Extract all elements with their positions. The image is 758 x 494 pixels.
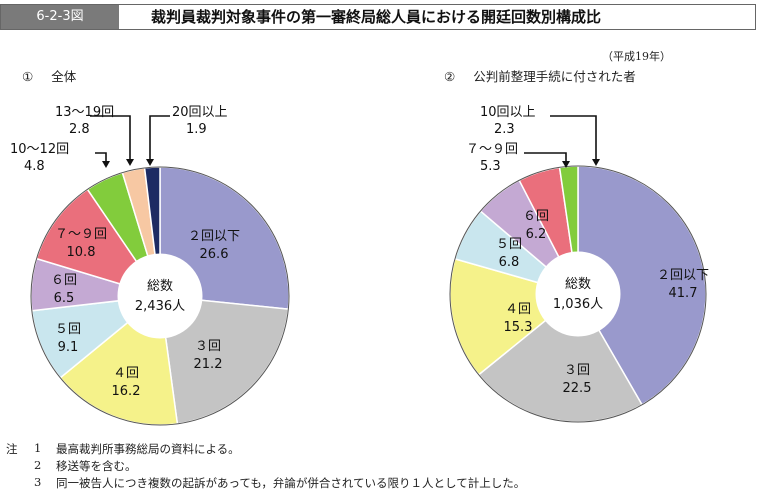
chart1-label-1: ３回 — [195, 339, 221, 354]
chart2-arrow-5 — [562, 161, 570, 168]
year-label: （平成19年） — [602, 50, 671, 63]
note-2-num: 2 — [34, 458, 42, 472]
chart1-value-4: 6.5 — [54, 291, 75, 306]
chart2-number: ② — [444, 69, 456, 84]
pie-chart-pretrial: 総数 1,036人 ２回以下 41.7 ３回 22.5 ４回 15.3 ５回 6.8 ６回 6.2 ７～… — [449, 105, 709, 423]
chart1-value-8: 1.9 — [186, 122, 207, 137]
chart1-label-4: ６回 — [51, 273, 77, 288]
chart2-leader-6 — [550, 115, 597, 164]
chart2-label-4: ６回 — [523, 209, 549, 224]
chart2-label-6: 10回以上 — [480, 105, 536, 120]
chart1-number: ① — [22, 69, 34, 84]
chart1-label-6: 10～12回 — [10, 142, 69, 157]
figure-id: 6-2-3図 — [1, 5, 119, 29]
chart2-center-hole — [535, 251, 621, 337]
chart1-subtitle: ① 全体 — [22, 66, 76, 85]
chart2-value-1: 22.5 — [563, 381, 592, 396]
figure-title: 裁判員裁判対象事件の第一審終局総人員における開廷回数別構成比 — [151, 8, 602, 26]
chart1-arrow-8 — [146, 159, 154, 166]
chart2-value-5: 5.3 — [480, 159, 501, 174]
chart1-leader-7 — [90, 115, 131, 164]
chart2-label-2: ４回 — [505, 302, 531, 317]
chart2-arrow-6 — [592, 159, 600, 166]
chart2-value-6: 2.3 — [494, 122, 515, 137]
chart2-value-3: 6.8 — [499, 255, 520, 270]
chart1-label-7: 13～19回 — [55, 105, 114, 120]
chart2-label-3: ５回 — [496, 237, 522, 252]
chart1-label-0: ２回以下 — [188, 229, 240, 244]
note-3-text: 同一被告人につき複数の起訴があっても，弁論が併合されている限り１人として計上した… — [56, 476, 526, 490]
chart1-center-hole — [117, 253, 203, 339]
chart1-label: 全体 — [51, 69, 77, 84]
chart1-value-5: 10.8 — [67, 245, 96, 260]
notes-prefix: 注 — [6, 442, 18, 456]
chart1-label-8: 20回以上 — [172, 105, 228, 120]
chart2-label-0: ２回以下 — [657, 268, 709, 283]
chart2-subtitle: ② 公判前整理手続に付された者 — [444, 66, 636, 85]
chart2-center-label: 総数 — [565, 277, 591, 292]
note-2-text: 移送等を含む。 — [56, 459, 137, 473]
chart1-value-0: 26.6 — [200, 247, 229, 262]
chart1-value-7: 2.8 — [69, 122, 90, 137]
chart1-label-2: ４回 — [113, 366, 139, 381]
note-1-num: 1 — [34, 441, 42, 455]
chart1-outline — [30, 166, 290, 426]
note-3-num: 3 — [34, 475, 42, 489]
note-1-text: 最高裁判所事務総局の資料による。 — [56, 442, 240, 456]
chart1-arrow-7 — [126, 159, 134, 166]
chart1-value-1: 21.2 — [194, 357, 223, 372]
chart2-outline — [449, 165, 707, 423]
pie-chart-overall: 総数 2,436人 ２回以下 26.6 ３回 21.2 ４回 16.2 ５回 9.1 ６回 6.5 ７～… — [10, 105, 290, 426]
chart2-leader-5 — [524, 152, 567, 166]
chart2-value-4: 6.2 — [526, 227, 547, 242]
chart2-label-1: ３回 — [564, 363, 590, 378]
chart2-value-0: 41.7 — [669, 286, 698, 301]
chart1-label-3: ５回 — [55, 322, 81, 337]
chart1-center-total: 2,436人 — [135, 299, 185, 314]
chart2-value-2: 15.3 — [504, 320, 533, 335]
chart1-value-6: 4.8 — [24, 159, 45, 174]
chart2-label-5: ７～９回 — [466, 142, 518, 157]
figure-header: 6-2-3図 裁判員裁判対象事件の第一審終局総人員における開廷回数別構成比 — [0, 4, 756, 30]
chart1-value-2: 16.2 — [112, 384, 141, 399]
chart1-center-label: 総数 — [147, 279, 173, 294]
chart1-value-3: 9.1 — [58, 340, 79, 355]
chart1-label-5: ７～９回 — [55, 227, 107, 242]
chart1-leader-8 — [149, 115, 170, 164]
chart2-center-total: 1,036人 — [553, 297, 603, 312]
chart2-label: 公判前整理手続に付された者 — [473, 69, 636, 84]
chart1-arrow-6 — [102, 161, 110, 168]
